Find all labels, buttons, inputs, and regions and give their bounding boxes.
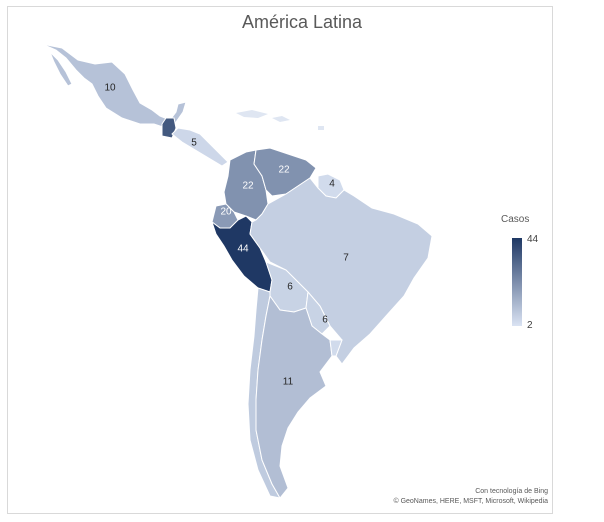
region-labels: 10 5 22 22 4 20 44 7 6 6 11: [104, 83, 349, 388]
region-value-label: 20: [220, 207, 232, 218]
credit-bing: Con tecnología de Bing: [475, 488, 548, 495]
region-uruguay[interactable]: [329, 339, 343, 357]
region-value-label: 22: [278, 165, 290, 176]
region-value-label: 5: [191, 138, 197, 149]
region-value-label: 22: [242, 181, 254, 192]
region-argentina[interactable]: [255, 294, 333, 499]
region-central-america[interactable]: [171, 127, 229, 167]
legend-color-scale: [512, 238, 522, 326]
legend-max-value: 44: [527, 234, 539, 245]
region-value-label: 10: [104, 83, 116, 94]
region-value-label: 11: [283, 377, 294, 388]
region-brazil[interactable]: [249, 177, 433, 365]
credit-sources: © GeoNames, HERE, MSFT, Microsoft, Wikip…: [393, 498, 548, 505]
legend-title: Casos: [501, 214, 530, 225]
region-value-label: 7: [343, 253, 349, 264]
region-value-label: 6: [322, 315, 328, 326]
region-value-label: 4: [329, 179, 335, 190]
caribbean-islands: [236, 110, 324, 130]
map-title: América Latina: [241, 12, 363, 32]
region-value-label: 44: [237, 244, 249, 255]
legend-min-value: 2: [527, 320, 533, 331]
region-baja-california[interactable]: [49, 51, 73, 87]
region-value-label: 6: [287, 282, 293, 293]
region-mexico[interactable]: [41, 43, 187, 129]
